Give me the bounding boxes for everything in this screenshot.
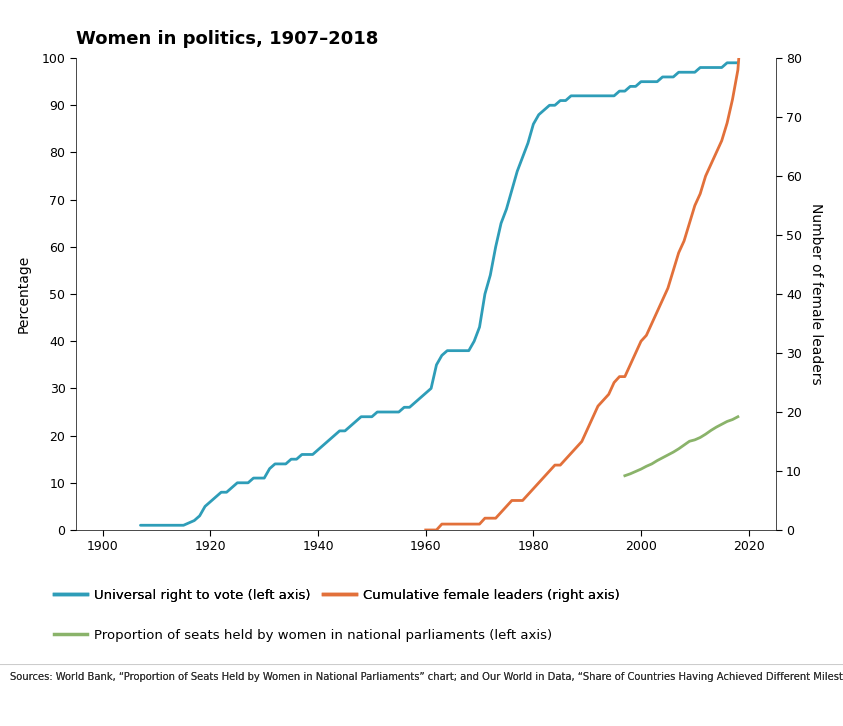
Legend: Universal right to vote (left axis), Cumulative female leaders (right axis): Universal right to vote (left axis), Cum… xyxy=(49,583,625,607)
Text: Sources: World Bank, “Proportion of Seats Held by Women in National Parliaments”: Sources: World Bank, “Proportion of Seat… xyxy=(10,672,843,682)
Y-axis label: Number of female leaders: Number of female leaders xyxy=(808,203,823,385)
Legend: Proportion of seats held by women in national parliaments (left axis): Proportion of seats held by women in nat… xyxy=(49,623,557,647)
Y-axis label: Percentage: Percentage xyxy=(17,255,30,333)
Text: Sources: World Bank, “Proportion of Seats Held by Women in National Parliaments”: Sources: World Bank, “Proportion of Seat… xyxy=(10,672,843,682)
Text: Women in politics, 1907–2018: Women in politics, 1907–2018 xyxy=(76,30,379,48)
